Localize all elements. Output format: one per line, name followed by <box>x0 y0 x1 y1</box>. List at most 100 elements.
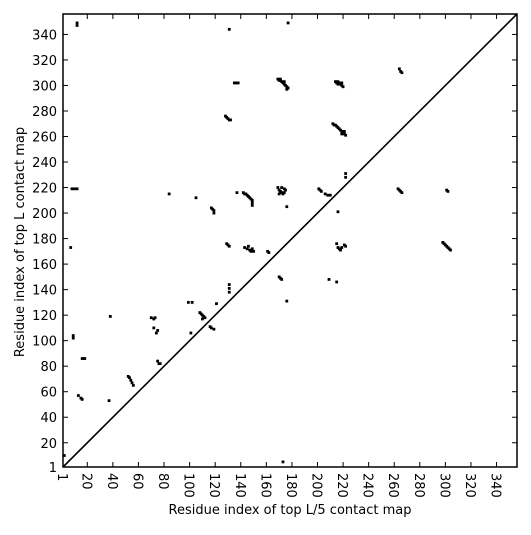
contact-point <box>212 211 216 215</box>
contact-point <box>227 244 231 248</box>
x-tick-label: 300 <box>436 473 451 498</box>
contact-point <box>249 249 253 253</box>
contact-point <box>280 186 284 189</box>
y-axis-label: Residue index of top L contact map <box>13 127 28 357</box>
y-tick-label: 60 <box>40 386 57 401</box>
contact-point <box>130 381 134 385</box>
contact-point <box>75 187 79 191</box>
contact-point <box>69 246 73 249</box>
contact-point <box>281 460 285 464</box>
contact-point <box>400 71 404 75</box>
contact-point <box>339 248 342 252</box>
contact-point <box>341 85 345 89</box>
x-tick-label: 40 <box>104 473 119 490</box>
x-tick-label: 120 <box>206 473 221 498</box>
contact-point <box>194 196 198 200</box>
contact-point <box>397 67 401 71</box>
y-tick-label: 1 <box>49 461 57 476</box>
plot-frame <box>62 13 518 468</box>
contact-point <box>154 331 158 335</box>
contact-point <box>286 21 290 25</box>
contact-point <box>279 77 282 81</box>
contact-point <box>108 315 112 318</box>
contact-point <box>186 300 190 304</box>
contact-point <box>344 175 348 179</box>
contact-point <box>83 357 87 360</box>
contact-point <box>76 394 80 397</box>
contact-point <box>342 129 346 133</box>
contact-point <box>267 251 271 255</box>
x-tick-label: 180 <box>283 473 298 498</box>
contact-point <box>131 383 135 387</box>
contact-point <box>336 210 340 214</box>
y-tick-label: 300 <box>32 79 57 94</box>
contact-point <box>285 87 289 91</box>
y-tick-label: 260 <box>32 131 57 146</box>
y-tick-label: 200 <box>32 207 57 222</box>
diagonal-line <box>62 13 518 468</box>
x-tick-label: 320 <box>462 473 477 498</box>
contact-point <box>344 133 348 137</box>
contact-point <box>209 326 213 330</box>
contact-point <box>80 357 84 360</box>
contact-point <box>282 191 286 195</box>
contact-point <box>167 192 171 196</box>
contact-point <box>276 186 280 189</box>
y-tick-label: 20 <box>40 437 57 452</box>
contact-point <box>335 242 339 246</box>
x-tick-label: 80 <box>155 473 170 490</box>
contact-point <box>335 280 339 284</box>
x-tick-label: 100 <box>181 473 196 498</box>
contact-point <box>80 397 84 401</box>
contact-point <box>285 299 289 303</box>
contact-point <box>190 300 194 304</box>
y-tick-label: 80 <box>40 360 57 375</box>
contact-point <box>328 193 332 197</box>
contact-point <box>71 334 75 337</box>
contact-point <box>319 189 323 193</box>
contact-point <box>282 80 286 84</box>
contact-point <box>340 81 344 85</box>
contact-point <box>250 204 254 207</box>
contact-point <box>227 27 231 31</box>
contact-point <box>129 378 133 382</box>
x-tick-label: 240 <box>360 473 375 498</box>
contact-point <box>212 209 216 212</box>
contact-point <box>215 302 218 306</box>
contact-point <box>200 317 204 321</box>
contact-point <box>107 399 111 403</box>
y-tick-label: 120 <box>32 309 57 324</box>
y-tick-label: 320 <box>32 54 57 69</box>
contact-point <box>153 316 157 320</box>
contact-point <box>323 192 327 196</box>
contact-point <box>73 187 76 191</box>
x-tick-label: 1 <box>54 473 69 481</box>
x-tick-label: 20 <box>78 473 93 490</box>
contact-point <box>62 454 66 457</box>
contact-point <box>203 316 207 320</box>
contact-point <box>71 336 75 340</box>
contact-point <box>247 244 250 248</box>
contact-point <box>344 244 348 248</box>
x-tick-label: 140 <box>232 473 247 498</box>
contact-point <box>340 246 344 249</box>
y-tick-label: 180 <box>32 233 57 248</box>
contact-point <box>235 191 239 195</box>
contact-point <box>277 192 281 196</box>
x-axis-label: Residue index of top L/5 contact map <box>169 503 412 518</box>
y-tick-label: 220 <box>32 182 57 197</box>
contact-point <box>149 316 153 320</box>
contact-point <box>243 246 246 249</box>
contact-point <box>75 24 79 27</box>
contact-point <box>449 248 452 252</box>
contact-point <box>227 283 231 286</box>
x-tick-label: 160 <box>257 473 272 498</box>
y-tick-label: 240 <box>32 156 57 171</box>
contact-point <box>327 278 331 281</box>
contact-point <box>152 326 156 330</box>
contact-point <box>70 187 74 191</box>
contact-point <box>75 21 79 25</box>
contact-point <box>344 172 348 175</box>
contact-point <box>158 362 162 366</box>
y-tick-label: 140 <box>32 284 57 299</box>
